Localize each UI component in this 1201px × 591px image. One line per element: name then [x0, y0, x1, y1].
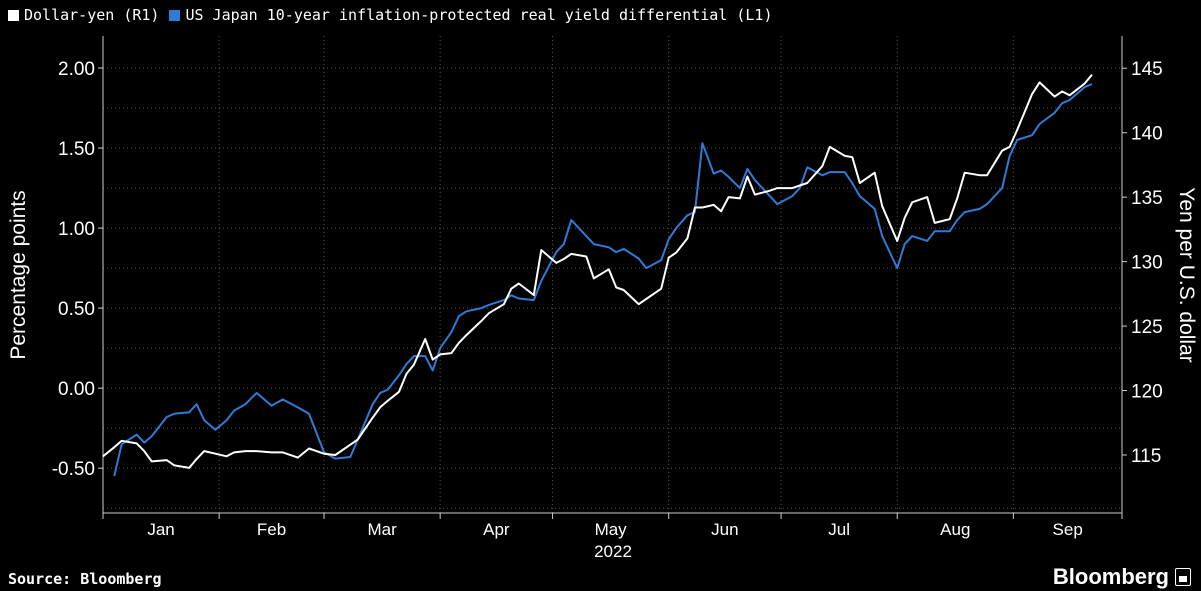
series-line-dollar-yen: [102, 74, 1093, 469]
left-tick-label: -0.50: [52, 459, 95, 480]
right-axis-label: Yen per U.S. dollar: [1175, 187, 1198, 363]
x-axis-ticks: Jan Feb Mar Apr May Jun Jul Aug Sep: [102, 513, 1123, 539]
x-tick-label: Jan: [147, 520, 174, 539]
source-note: Source: Bloomberg: [8, 570, 162, 588]
left-tick-label: 1.50: [58, 139, 95, 160]
x-tick-label: Sep: [1053, 520, 1083, 539]
legend-swatch-blue: [169, 9, 181, 21]
x-tick-label: Aug: [940, 520, 970, 539]
x-tick-label: Jul: [828, 520, 850, 539]
x-tick-label: Apr: [483, 520, 510, 539]
left-tick-label: 1.00: [58, 219, 95, 240]
x-tick-label: Jun: [711, 520, 738, 539]
brand-text: Bloomberg: [1052, 564, 1169, 589]
legend-label-dollar-yen: Dollar-yen (R1): [24, 6, 160, 24]
series-line-real-yield: [113, 83, 1093, 477]
legend-swatch-white: [8, 9, 19, 21]
bloomberg-logo: Bloomberg: [1053, 564, 1191, 590]
right-tick-label: 125: [1131, 317, 1163, 338]
right-tick-label: 135: [1131, 188, 1163, 209]
x-tick-label: Feb: [257, 520, 286, 539]
x-tick-label: Mar: [367, 520, 397, 539]
left-axis-label: Percentage points: [7, 190, 30, 359]
x-axis-year-label: 2022: [594, 542, 632, 561]
grid-lines: [102, 36, 1123, 513]
right-tick-label: 140: [1131, 124, 1163, 145]
left-tick-label: 0.50: [58, 299, 95, 320]
left-tick-label: 0.00: [58, 379, 95, 400]
chart-legend: Dollar-yen (R1) US Japan 10-year inflati…: [8, 6, 782, 24]
right-axis-ticks: 145 140 135 130 125 120 115: [1122, 59, 1163, 467]
bloomberg-terminal-icon: [1175, 568, 1191, 586]
x-tick-label: May: [595, 520, 628, 539]
axes: [102, 36, 1123, 514]
legend-label-real-yield: US Japan 10-year inflation-protected rea…: [185, 6, 773, 24]
right-tick-label: 145: [1131, 59, 1163, 80]
left-axis-ticks: 2.00 1.50 1.00 0.50 0.00 -0.50: [52, 59, 103, 480]
series-lines: [102, 74, 1093, 477]
left-tick-label: 2.00: [58, 59, 95, 80]
legend-item-dollar-yen: Dollar-yen (R1): [8, 6, 159, 24]
legend-item-real-yield: US Japan 10-year inflation-protected rea…: [169, 6, 772, 24]
right-tick-label: 115: [1131, 446, 1161, 467]
right-tick-label: 120: [1131, 382, 1163, 403]
right-tick-label: 130: [1131, 253, 1163, 274]
